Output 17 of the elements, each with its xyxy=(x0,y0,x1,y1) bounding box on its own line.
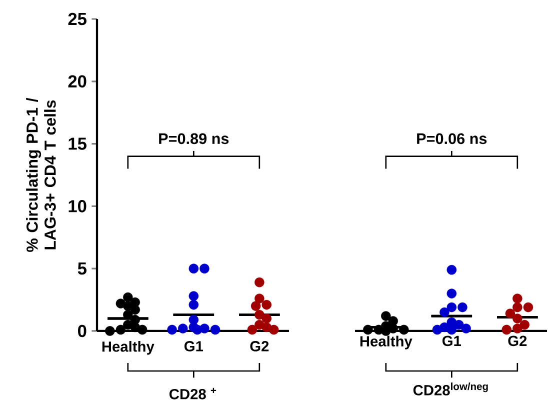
y-tick-label: 5 xyxy=(78,262,86,275)
x-axis-title: CD28 $^{+}$ xyxy=(169,388,216,400)
y-axis-title: % Circulating PD-1 / LAG-3+ CD4 T cells xyxy=(26,98,56,252)
annotation: P=0.06 ns xyxy=(417,133,487,144)
annotation: P=0.89 ns xyxy=(159,133,229,144)
x-tick-label: G1 xyxy=(184,341,204,352)
y-tick-label: 15 xyxy=(68,138,86,150)
x-axis-title: CD28$^{low/neg}$ xyxy=(413,382,488,396)
x-tick-label: G2 xyxy=(508,336,527,346)
x-tick-label: Healthy xyxy=(102,341,154,355)
y-tick-label: 25 xyxy=(68,12,86,26)
y-tick-label: 0 xyxy=(78,324,86,338)
x-tick-label: G1 xyxy=(442,336,462,346)
y-tick-label: 10 xyxy=(68,200,86,212)
x-tick-label: G2 xyxy=(250,341,269,352)
y-tick-label: 20 xyxy=(68,75,86,88)
x-tick-label: Healthy xyxy=(360,336,412,350)
